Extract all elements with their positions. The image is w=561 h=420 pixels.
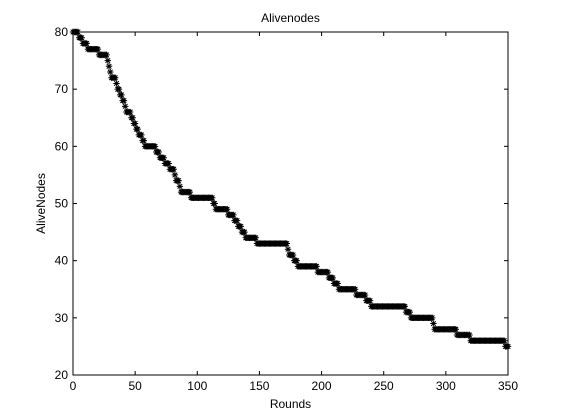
data-point: [504, 343, 512, 350]
y-tick-label: 30: [55, 311, 69, 325]
data-markers: [69, 28, 512, 350]
x-tick-label: 150: [249, 379, 269, 393]
data-point: [138, 131, 145, 139]
plot-area: [69, 28, 512, 376]
data-point: [140, 137, 148, 144]
x-tick-label: 250: [374, 379, 394, 393]
data-point: [466, 331, 473, 339]
data-point: [126, 108, 134, 116]
y-tick-label: 50: [55, 197, 69, 211]
data-point: [104, 57, 111, 64]
data-point: [175, 177, 182, 184]
data-point: [176, 183, 184, 190]
data-point: [113, 80, 120, 87]
data-point: [283, 240, 290, 247]
x-axis-title: Rounds: [270, 397, 311, 411]
data-point: [406, 308, 414, 316]
x-tick-label: 50: [128, 379, 142, 393]
y-axis-title: AliveNodes: [34, 173, 48, 234]
data-point: [209, 194, 216, 201]
data-point: [165, 160, 172, 167]
data-point: [284, 246, 292, 253]
y-tick-label: 60: [55, 139, 69, 153]
x-axis: 0 50 100 150 200 250 300 350: [70, 32, 518, 393]
data-point: [313, 263, 320, 270]
data-point: [78, 34, 85, 41]
data-point: [252, 234, 259, 241]
y-tick-label: 20: [55, 368, 69, 382]
data-point: [366, 297, 374, 304]
data-point: [289, 251, 297, 259]
data-point: [430, 320, 437, 327]
data-point: [122, 103, 129, 110]
x-tick-label: 200: [312, 379, 332, 393]
data-point: [186, 188, 194, 196]
data-point: [103, 51, 110, 59]
data-point: [223, 206, 231, 213]
data-point: [351, 286, 359, 293]
x-tick-label: 300: [436, 379, 456, 393]
data-point: [134, 125, 141, 133]
data-point: [361, 291, 369, 299]
data-point: [112, 74, 119, 81]
data-point: [401, 303, 409, 310]
y-tick-label: 40: [55, 254, 69, 268]
data-point: [233, 217, 241, 224]
data-point: [120, 97, 128, 104]
x-tick-label: 350: [498, 379, 518, 393]
data-point: [452, 326, 459, 333]
data-point: [241, 228, 248, 236]
x-tick-label: 100: [187, 379, 207, 393]
x-tick-label: 0: [70, 379, 77, 393]
data-point: [237, 223, 244, 230]
data-point: [171, 171, 179, 179]
data-point: [428, 314, 436, 322]
data-point: [105, 63, 113, 70]
y-tick-label: 70: [55, 82, 69, 96]
data-point: [83, 40, 90, 47]
data-point: [230, 211, 237, 219]
data-point: [115, 85, 123, 93]
data-point: [160, 154, 167, 161]
data-point: [293, 257, 300, 264]
data-point: [211, 200, 218, 207]
y-tick-label: 80: [55, 25, 69, 39]
data-point: [118, 91, 125, 99]
data-point: [170, 166, 177, 173]
data-point: [94, 45, 102, 53]
data-point: [334, 280, 341, 287]
data-point: [501, 337, 508, 344]
data-point: [74, 28, 82, 36]
y-axis: 20 30 40 50 60 70 80: [55, 25, 508, 382]
data-point: [151, 143, 159, 150]
plot-box: [72, 31, 509, 376]
data-point: [131, 120, 139, 127]
data-point: [155, 148, 162, 156]
data-point: [129, 114, 136, 121]
data-point: [107, 68, 114, 76]
data-point: [324, 268, 331, 276]
data-point: [329, 274, 336, 282]
chart-title: Alivenodes: [261, 11, 320, 25]
